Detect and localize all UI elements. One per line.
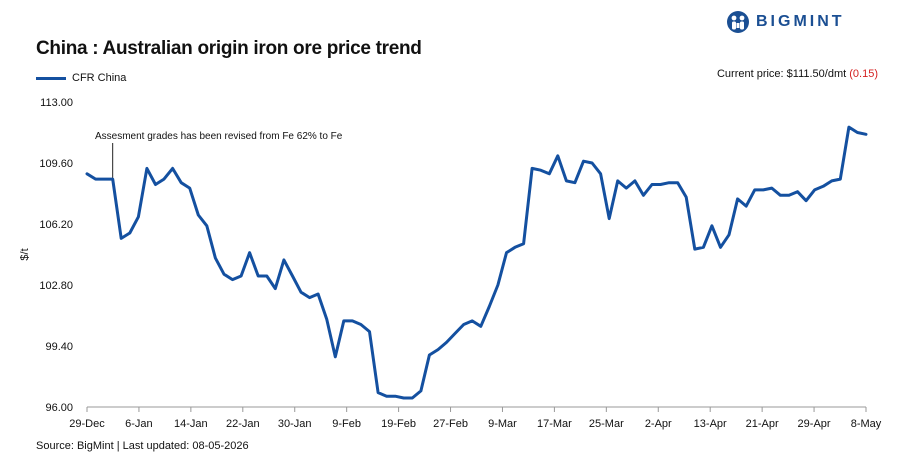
y-tick-label: 106.20 — [39, 219, 73, 231]
x-tick-label: 21-Apr — [746, 418, 779, 430]
y-tick-label: 99.40 — [45, 341, 73, 353]
x-tick-label: 25-Mar — [589, 418, 624, 430]
x-axis: 29-Dec 6-Jan 14-Jan 22-Jan 30-Jan 9-Feb 19-Feb… — [69, 406, 882, 430]
x-tick-label: 2-Apr — [645, 418, 672, 430]
current-price: Current price: $111.50/dmt (0.15) — [717, 68, 878, 80]
bigmint-logo-icon — [727, 11, 749, 33]
y-tick-label: 102.80 — [39, 280, 73, 292]
x-tick-label: 9-Feb — [332, 418, 361, 430]
chart-title: China : Australian origin iron ore price… — [36, 38, 422, 59]
x-tick-label: 19-Feb — [381, 418, 416, 430]
x-tick-label: 27-Feb — [433, 418, 468, 430]
brand-logo: BIGMINT — [726, 8, 845, 36]
series-line-cfr-china — [85, 125, 868, 400]
x-tick-label: 13-Apr — [694, 418, 727, 430]
series-layer — [85, 125, 868, 400]
x-tick-label: 14-Jan — [174, 418, 208, 430]
annotation-layer: Assesment grades has been revised from F… — [95, 131, 343, 180]
annotation-text: Assesment grades has been revised from F… — [95, 131, 343, 142]
current-price-label: Current price: $111.50/dmt — [716, 68, 847, 80]
x-tick-label: 29-Apr — [798, 418, 831, 430]
y-tick-label: 109.60 — [39, 158, 73, 170]
source-note: Source: BigMint | Last updated: 08-05-20… — [36, 440, 249, 452]
x-tick-label: 6-Jan — [125, 418, 153, 430]
chart-legend: CFR China — [36, 72, 126, 84]
legend-swatch-cfr-china — [36, 76, 66, 80]
x-tick-label: 30-Jan — [278, 418, 312, 430]
y-axis-label: $/t — [19, 248, 31, 260]
brand-name: BIGMINT — [756, 13, 845, 30]
x-tick-label: 17-Mar — [537, 418, 572, 430]
y-tick-label: 113.00 — [40, 97, 73, 109]
x-tick-label: 8-May — [851, 418, 882, 430]
x-tick-label: 9-Mar — [488, 418, 517, 430]
x-tick-label: 22-Jan — [226, 418, 260, 430]
y-tick-label: 96.00 — [45, 402, 73, 414]
legend-label-cfr-china: CFR China — [72, 72, 127, 84]
x-tick-label: 29-Dec — [69, 418, 105, 430]
current-price-change: (0.15) — [849, 68, 878, 80]
y-axis: 113.00 109.60 106.20 102.80 99.40 96.00 $/t — [19, 97, 73, 414]
